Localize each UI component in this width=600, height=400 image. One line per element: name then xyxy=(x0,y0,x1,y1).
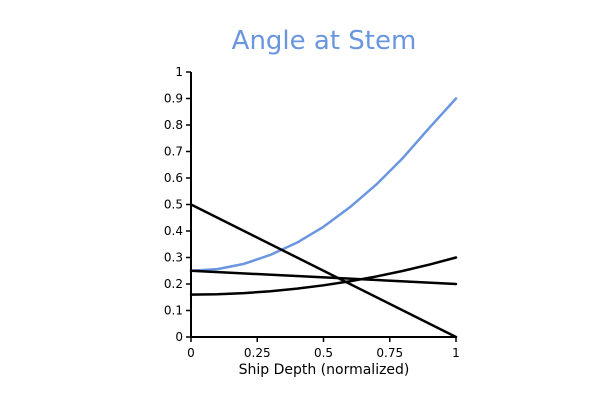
series-layer xyxy=(189,97,458,339)
y-tick-label: 0.1 xyxy=(164,304,183,318)
y-tick-label: 0.3 xyxy=(164,251,183,265)
y-tick-label: 0.9 xyxy=(164,92,183,106)
y-tick-label: 0.8 xyxy=(164,118,183,132)
x-tick-label: 1 xyxy=(452,346,460,360)
y-tick-label: 0.7 xyxy=(164,145,183,159)
y-tick-label: 0.2 xyxy=(164,277,183,291)
x-tick-label: 0.5 xyxy=(314,346,333,360)
chart-title: Angle at Stem xyxy=(232,26,417,56)
y-tick-label: 1 xyxy=(175,65,183,79)
y-tick-label: 0.5 xyxy=(164,198,183,212)
y-axis-ticks: 0 0.1 0.2 0.3 0.4 0.5 0.6 0.7 0.8 0.9 1 xyxy=(164,65,191,344)
series-line-3 xyxy=(189,269,458,286)
series-line-1 xyxy=(189,97,458,272)
series-line-2 xyxy=(189,203,458,339)
y-tick-label: 0 xyxy=(175,330,183,344)
y-tick-label: 0.6 xyxy=(164,171,183,185)
y-tick-label: 0.4 xyxy=(164,224,183,238)
x-axis-label: Ship Depth (normalized) xyxy=(239,362,410,378)
x-axis-ticks: 0 0.25 0.5 0.75 1 xyxy=(187,337,460,360)
x-tick-label: 0 xyxy=(187,346,195,360)
x-tick-label: 0.25 xyxy=(244,346,271,360)
series-line-4 xyxy=(189,256,458,296)
x-tick-label: 0.75 xyxy=(376,346,403,360)
